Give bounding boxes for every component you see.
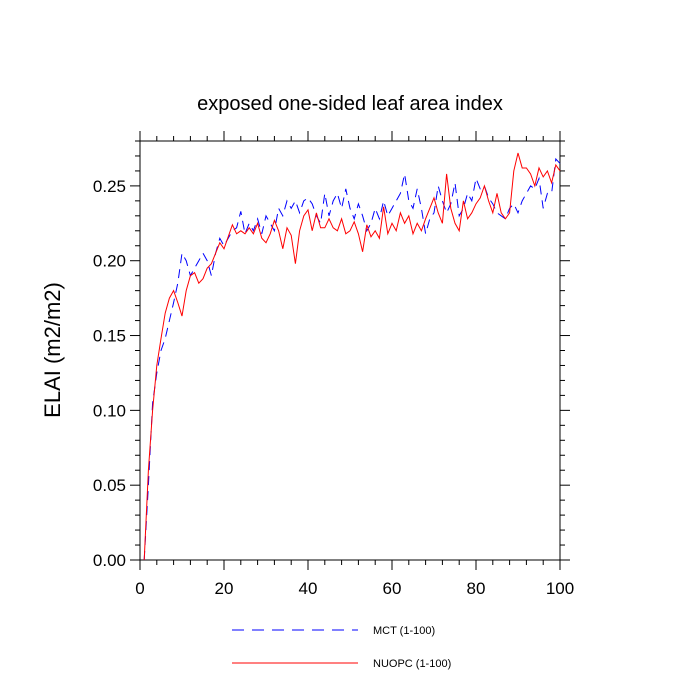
legend: MCT (1-100) NUOPC (1-100) — [232, 625, 451, 670]
x-tick-label: 80 — [467, 579, 486, 598]
x-tick-label: 60 — [383, 579, 402, 598]
y-tick-label: 0.10 — [93, 401, 126, 420]
x-tick-label: 20 — [215, 579, 234, 598]
x-tick-label: 100 — [546, 579, 574, 598]
y-axis-label: ELAI (m2/m2) — [40, 282, 65, 418]
y-tick-label: 0.25 — [93, 177, 126, 196]
y-tick-label: 0.05 — [93, 476, 126, 495]
chart-title: exposed one-sided leaf area index — [197, 93, 503, 115]
x-tick-label: 0 — [135, 579, 144, 598]
x-tick-label: 40 — [299, 579, 318, 598]
plot-frame — [139, 140, 561, 561]
y-tick-label: 0.00 — [93, 551, 126, 570]
y-tick-label: 0.15 — [93, 327, 126, 346]
series-line-0 — [143, 157, 561, 561]
tick-labels: 0 20 40 60 80 100 0.00 0.05 0.10 0.15 0.20 0.25 — [93, 177, 574, 598]
y-tick-label: 0.20 — [93, 252, 126, 271]
legend-label-nuopc: NUOPC (1-100) — [373, 658, 451, 670]
major-ticks — [130, 131, 570, 570]
minor-ticks — [135, 136, 565, 565]
series-line-1 — [143, 152, 561, 561]
legend-label-mct: MCT (1-100) — [373, 625, 435, 637]
series-layer — [143, 152, 561, 561]
